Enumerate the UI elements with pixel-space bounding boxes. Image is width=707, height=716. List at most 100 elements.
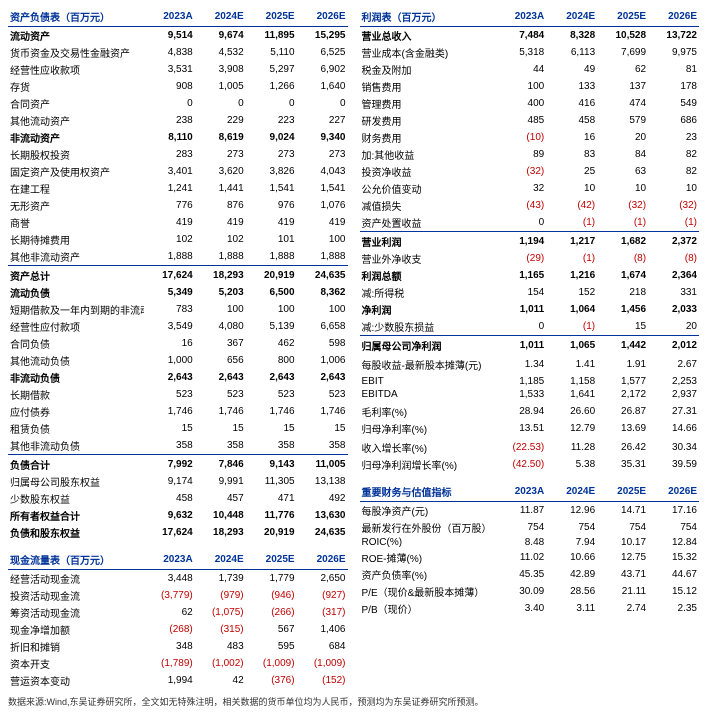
cell-value: 82 [648,163,699,180]
table-row: 合同负债16367462598 [8,335,348,352]
year-header: 2025E [246,8,297,27]
financial-table: 利润表（百万元）2023A2024E2025E2026E营业总收入7,4848,… [360,8,700,473]
cell-value: 457 [195,490,246,507]
cell-value: 273 [195,146,246,163]
table-row: 净利润1,0111,0641,4562,033 [360,301,700,318]
right-column: 利润表（百万元）2023A2024E2025E2026E营业总收入7,4848,… [360,8,700,689]
row-label: 投资活动现金流 [8,587,144,604]
cell-value: 16 [546,129,597,146]
cell-value: 8,362 [297,284,348,301]
cell-value: 2,033 [648,301,699,318]
table-row: 负债合计7,9927,8469,14311,005 [8,455,348,474]
cell-value: 1,011 [495,301,546,318]
table-row: ROIC(%)8.487.9410.1712.84 [360,536,700,549]
table-row: 经营性应付款项3,5494,0805,1396,658 [8,318,348,335]
table-row: 非流动资产8,1108,6199,0249,340 [8,129,348,146]
row-label: 折旧和摊销 [8,638,144,655]
cell-value: 0 [195,95,246,112]
year-header: 2024E [195,8,246,27]
cell-value: 10 [546,180,597,197]
table-row: 少数股东权益458457471492 [8,490,348,507]
cell-value: 5,203 [195,284,246,301]
table-row: 营业总收入7,4848,32810,52813,722 [360,27,700,45]
cell-value: (317) [297,604,348,621]
cell-value: 523 [195,386,246,403]
cell-value: 1,888 [297,248,348,266]
cell-value: 754 [495,519,546,536]
cell-value: 21.11 [597,583,648,600]
cell-value: (376) [246,672,297,689]
cell-value: (946) [246,587,297,604]
cell-value: 7.94 [546,536,597,549]
cell-value: (1) [546,250,597,267]
row-label: 利润总额 [360,267,496,284]
cell-value: (10) [495,129,546,146]
cell-value: 10,528 [597,27,648,45]
row-label: 财务费用 [360,129,496,146]
cell-value: 1,000 [144,352,195,369]
cell-value: 8,110 [144,129,195,146]
cell-value: 800 [246,352,297,369]
cell-value: 7,846 [195,455,246,474]
table-row: 公允价值变动32101010 [360,180,700,197]
table-row: 减:少数股东损益0(1)1520 [360,318,700,336]
cell-value: 908 [144,78,195,95]
cell-value: (268) [144,621,195,638]
cell-value: 11,005 [297,455,348,474]
cell-value: 24,635 [297,524,348,541]
table-row: P/B（现价）3.403.112.742.35 [360,600,700,617]
cell-value: 483 [195,638,246,655]
cell-value: 0 [495,318,546,336]
cell-value: 7,699 [597,44,648,61]
cell-value: 9,514 [144,27,195,45]
row-label: 归属母公司净利润 [360,336,496,355]
cell-value: 15 [144,420,195,437]
cell-value: 6,500 [246,284,297,301]
cell-value: 471 [246,490,297,507]
financial-table: 重要财务与估值指标2023A2024E2025E2026E每股净资产(元)11.… [360,483,700,617]
cell-value: 1,216 [546,267,597,284]
cell-value: 13.51 [495,420,546,437]
cell-value: (1,002) [195,655,246,672]
table-title: 重要财务与估值指标 [360,483,496,502]
cell-value: 273 [246,146,297,163]
year-header: 2023A [144,8,195,27]
row-label: P/E（现价&最新股本摊薄） [360,583,496,600]
cell-value: 27.31 [648,403,699,420]
table-row: 现金净增加额(268)(315)5671,406 [8,621,348,638]
cell-value: 783 [144,301,195,318]
cell-value: 4,080 [195,318,246,335]
cell-value: 35.31 [597,456,648,473]
cell-value: 6,902 [297,61,348,78]
cell-value: 2,643 [297,369,348,386]
table-row: 折旧和摊销348483595684 [8,638,348,655]
cell-value: 3,826 [246,163,297,180]
cell-value: (8) [597,250,648,267]
cell-value: (32) [495,163,546,180]
cell-value: 17.16 [648,502,699,520]
row-label: 长期股权投资 [8,146,144,163]
cell-value: 598 [297,335,348,352]
cell-value: 358 [195,437,246,455]
table-row: 销售费用100133137178 [360,78,700,95]
cell-value: 3,620 [195,163,246,180]
row-label: 营业利润 [360,232,496,251]
row-label: 管理费用 [360,95,496,112]
cell-value: 400 [495,95,546,112]
table-row: 资产总计17,62418,29320,91924,635 [8,266,348,285]
table-row: 流动负债5,3495,2036,5008,362 [8,284,348,301]
cell-value: 0 [246,95,297,112]
cell-value: 1,241 [144,180,195,197]
cell-value: 18,293 [195,266,246,285]
cell-value: 0 [144,95,195,112]
table-row: EBIT1,1851,1581,5772,253 [360,375,700,388]
row-label: 其他非流动资产 [8,248,144,266]
cell-value: 1,746 [195,403,246,420]
cell-value: 656 [195,352,246,369]
table-row: 长期股权投资283273273273 [8,146,348,163]
cell-value: 358 [144,437,195,455]
financial-table: 资产负债表（百万元）2023A2024E2025E2026E流动资产9,5149… [8,8,348,541]
cell-value: 485 [495,112,546,129]
row-label: 商誉 [8,214,144,231]
cell-value: 16 [144,335,195,352]
